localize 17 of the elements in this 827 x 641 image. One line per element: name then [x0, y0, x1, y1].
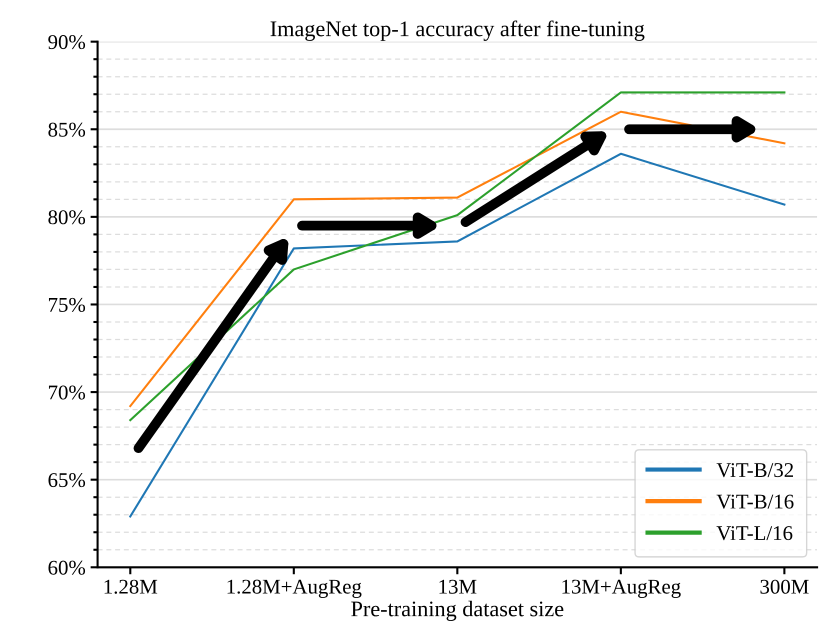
x-tick-label: 13M: [439, 580, 476, 594]
y-tick-label: 80%: [48, 210, 86, 224]
y-tick-label: 75%: [48, 298, 86, 312]
legend-label: ViT-B/16: [716, 494, 794, 509]
y-tick-label: 60%: [48, 560, 86, 575]
chart-title: ImageNet top-1 accuracy after fine-tuning: [270, 20, 644, 41]
legend-label: ViT-B/32: [716, 463, 794, 478]
y-tick-label: 90%: [48, 35, 86, 50]
x-tick-label: 1.28M+AugReg: [228, 580, 362, 598]
x-axis-title: Pre-training dataset size: [351, 600, 564, 621]
y-tick-label: 65%: [48, 473, 86, 488]
legend-label: ViT-L/16: [716, 526, 792, 540]
x-tick-label: 300M: [760, 580, 809, 594]
x-tick-label: 1.28M: [104, 580, 158, 594]
x-tick-label: 13M+AugReg: [562, 580, 681, 598]
y-tick-label: 85%: [48, 122, 86, 137]
y-tick-label: 70%: [48, 385, 86, 400]
